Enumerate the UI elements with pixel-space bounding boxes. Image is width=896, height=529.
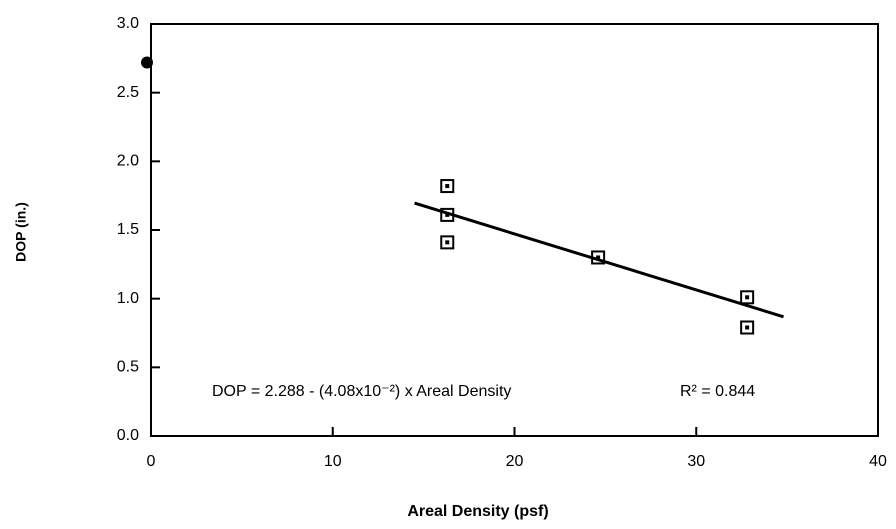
x-tick-label: 20 bbox=[506, 453, 524, 470]
y-tick-label: 2.5 bbox=[117, 84, 139, 101]
y-tick-label: 1.0 bbox=[117, 290, 139, 307]
point bbox=[740, 290, 755, 305]
plot-frame bbox=[150, 23, 879, 437]
point-inner bbox=[745, 295, 750, 300]
fit-line bbox=[414, 201, 784, 319]
point-outer bbox=[740, 320, 755, 335]
point-inner bbox=[745, 325, 750, 330]
point-outer bbox=[740, 290, 755, 305]
outlier-point bbox=[141, 56, 153, 69]
annotation: R² = 0.844 bbox=[680, 383, 755, 400]
y-tick-label: 3.0 bbox=[117, 15, 139, 32]
x-tick-label: 10 bbox=[324, 453, 342, 470]
point bbox=[740, 320, 755, 335]
y-tick-label: 1.5 bbox=[117, 221, 139, 238]
point-outer bbox=[440, 179, 455, 194]
y-tick-label: 0.0 bbox=[117, 427, 139, 444]
point bbox=[440, 179, 455, 194]
x-tick-label: 30 bbox=[687, 453, 705, 470]
x-axis-label: Areal Density (psf) bbox=[407, 503, 548, 520]
point bbox=[440, 235, 455, 250]
y-tick-label: 0.5 bbox=[117, 359, 139, 376]
annotation: DOP = 2.288 - (4.08x10⁻²) x Areal Densit… bbox=[212, 383, 511, 400]
x-tick-label: 40 bbox=[869, 453, 887, 470]
point-inner bbox=[596, 255, 601, 260]
y-tick-label: 2.0 bbox=[117, 153, 139, 170]
point-inner bbox=[445, 184, 450, 189]
point-inner bbox=[445, 240, 450, 245]
y-axis-label: DOP (in.) bbox=[13, 202, 29, 262]
point-outer bbox=[440, 235, 455, 250]
x-tick-label: 0 bbox=[147, 453, 156, 470]
point-inner bbox=[445, 212, 450, 217]
